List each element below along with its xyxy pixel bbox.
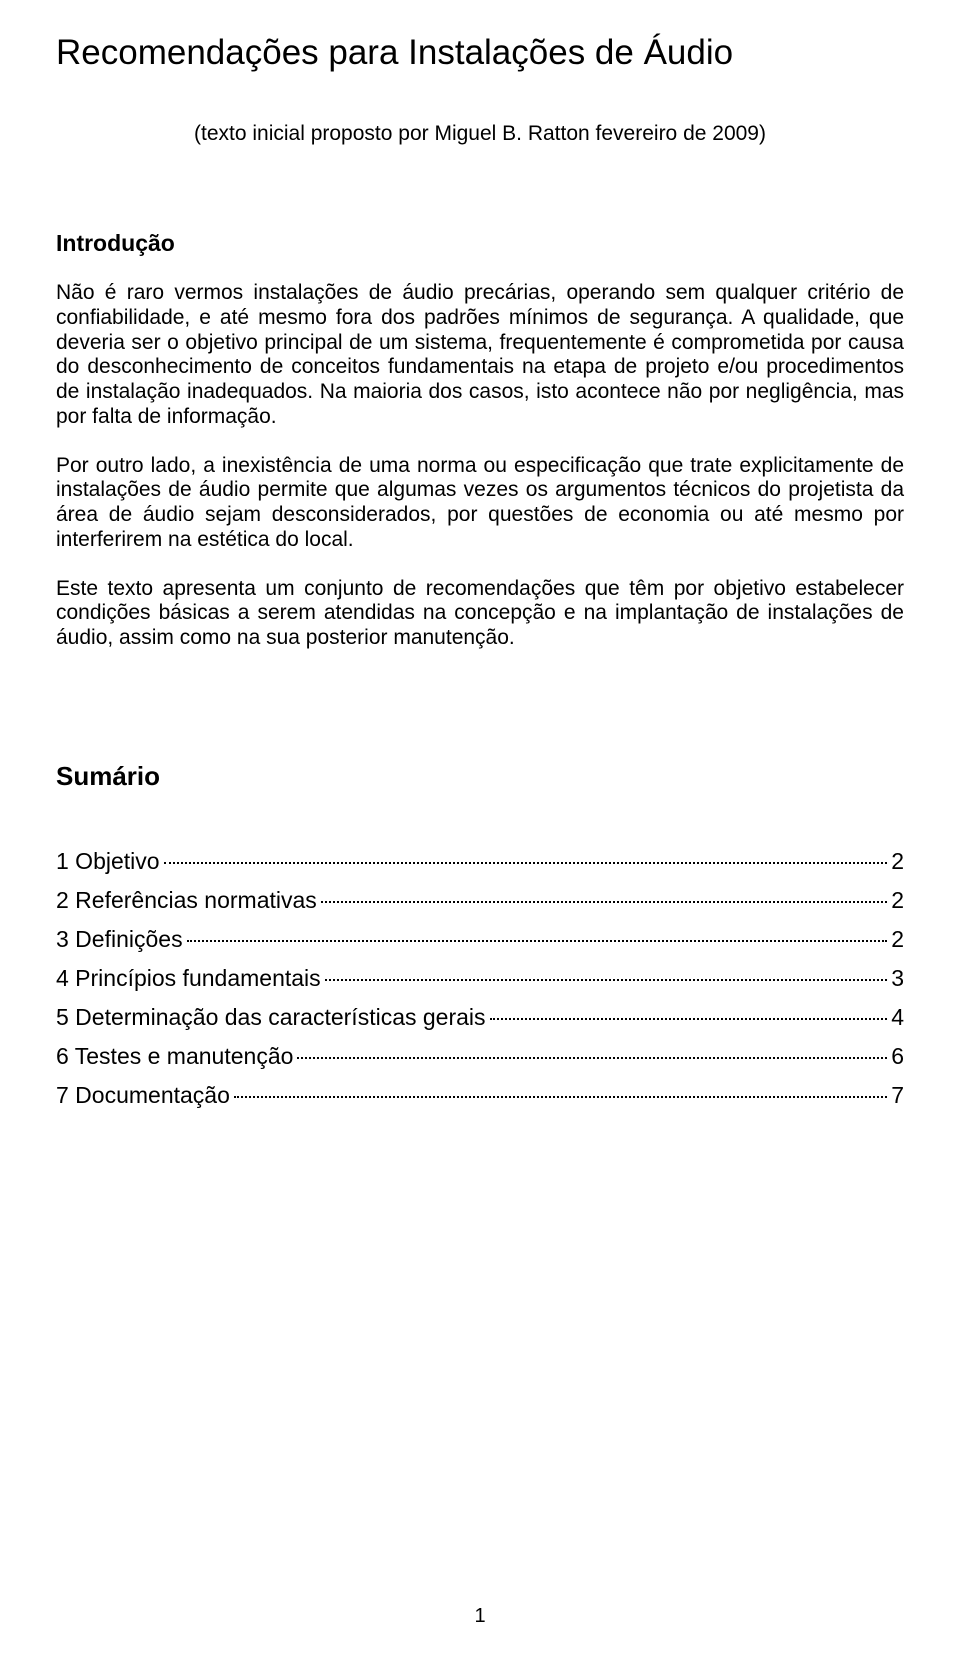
toc-leader-dots	[325, 979, 888, 981]
toc-leader-dots	[164, 862, 888, 864]
toc-heading: Sumário	[56, 761, 904, 792]
document-title: Recomendações para Instalações de Áudio	[56, 32, 904, 74]
toc-label: 5 Determinação das características gerai…	[56, 1004, 486, 1031]
page-number: 1	[0, 1605, 960, 1628]
toc-label: 4 Princípios fundamentais	[56, 965, 321, 992]
toc-label: 2 Referências normativas	[56, 887, 317, 914]
author-line: (texto inicial proposto por Miguel B. Ra…	[56, 122, 904, 146]
intro-paragraph-3: Este texto apresenta um conjunto de reco…	[56, 577, 904, 651]
toc-page: 4	[891, 1004, 904, 1031]
toc-page: 7	[891, 1082, 904, 1109]
document-page: Recomendações para Instalações de Áudio …	[0, 0, 960, 1656]
intro-paragraph-2: Por outro lado, a inexistência de uma no…	[56, 454, 904, 553]
toc-row[interactable]: 3 Definições 2	[56, 926, 904, 953]
toc-leader-dots	[490, 1018, 888, 1020]
toc-page: 6	[891, 1043, 904, 1070]
toc-label: 3 Definições	[56, 926, 183, 953]
toc-page: 3	[891, 965, 904, 992]
toc-leader-dots	[321, 901, 887, 903]
toc-row[interactable]: 2 Referências normativas 2	[56, 887, 904, 914]
toc-leader-dots	[297, 1057, 887, 1059]
toc-row[interactable]: 6 Testes e manutenção 6	[56, 1043, 904, 1070]
toc-page: 2	[891, 926, 904, 953]
toc-label: 7 Documentação	[56, 1082, 230, 1109]
toc: 1 Objetivo 2 2 Referências normativas 2 …	[56, 848, 904, 1109]
intro-heading: Introdução	[56, 230, 904, 257]
toc-leader-dots	[234, 1096, 887, 1098]
toc-row[interactable]: 7 Documentação 7	[56, 1082, 904, 1109]
toc-leader-dots	[187, 940, 888, 942]
intro-paragraph-1: Não é raro vermos instalações de áudio p…	[56, 281, 904, 430]
toc-row[interactable]: 1 Objetivo 2	[56, 848, 904, 875]
toc-label: 1 Objetivo	[56, 848, 160, 875]
toc-page: 2	[891, 887, 904, 914]
toc-label: 6 Testes e manutenção	[56, 1043, 293, 1070]
toc-row[interactable]: 4 Princípios fundamentais 3	[56, 965, 904, 992]
toc-row[interactable]: 5 Determinação das características gerai…	[56, 1004, 904, 1031]
toc-page: 2	[891, 848, 904, 875]
